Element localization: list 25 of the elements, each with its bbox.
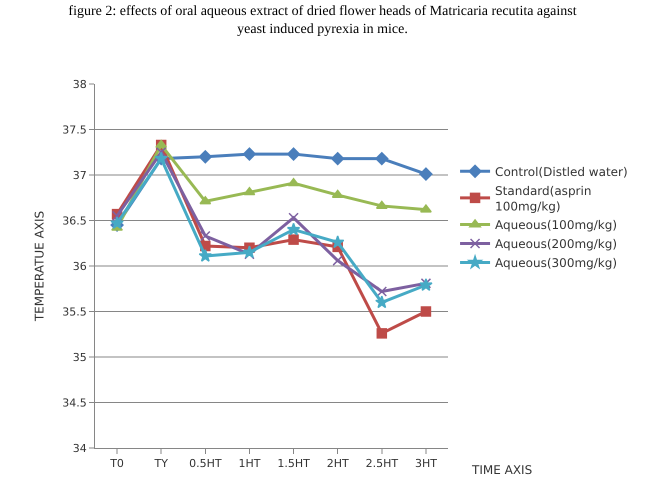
x-tick-label: T0 xyxy=(109,457,124,470)
y-tick-label: 37.5 xyxy=(62,123,87,136)
legend-label: Standard(asprin 100mg/kg) xyxy=(495,184,592,214)
y-tick-label: 38 xyxy=(72,78,87,91)
chart-title: figure 2: effects of oral aqueous extract of dried flower heads of Matricaria recutita against yeast induced pyrexia in mice. xyxy=(68,4,577,38)
y-tick-label: 34 xyxy=(72,442,87,455)
y-tick-label: 35.5 xyxy=(62,305,87,318)
legend-label: Aqueous(200mg/kg) xyxy=(495,237,618,252)
x-axis-title: TIME AXIS xyxy=(471,463,532,477)
legend-label: Aqueous(300mg/kg) xyxy=(495,256,618,270)
y-tick-label: 36.5 xyxy=(62,214,87,228)
x-tick-label: 2HT xyxy=(326,457,349,470)
y-tick-label: 36 xyxy=(72,260,87,273)
legend-label: Control(Distled water) xyxy=(495,164,628,179)
x-tick-label: 2.5HT xyxy=(366,457,398,470)
x-tick-label: TY xyxy=(153,457,168,470)
x-tick-label: 3HT xyxy=(414,457,438,470)
x-tick-label: 1HT xyxy=(238,457,261,470)
y-tick-label: 37 xyxy=(72,168,87,182)
x-tick-label: 1.5HT xyxy=(277,457,310,470)
x-tick-label: 0.5HT xyxy=(189,457,222,470)
y-tick-label: 35 xyxy=(72,350,87,364)
y-axis-title: TEMPERATUE AXIS xyxy=(32,210,47,322)
y-tick-label: 34.5 xyxy=(62,396,87,410)
legend-label: Aqueous(100mg/kg) xyxy=(495,218,618,232)
